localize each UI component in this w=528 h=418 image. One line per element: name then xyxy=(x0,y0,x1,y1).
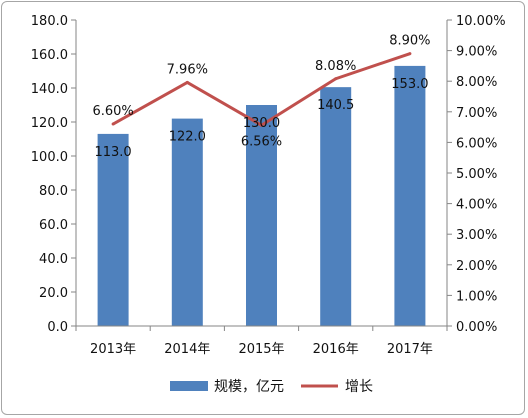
line-point xyxy=(185,80,189,84)
bar-series xyxy=(97,65,426,327)
category-label: 2015年 xyxy=(238,342,284,357)
line-value-label: 6.60% xyxy=(92,104,133,119)
line-point xyxy=(111,122,115,126)
bar-value-label: 130.0 xyxy=(243,116,280,131)
line-point xyxy=(408,52,412,56)
right-tick-label: 3.00% xyxy=(456,228,497,243)
axes xyxy=(75,20,448,331)
bar xyxy=(246,105,277,326)
left-tick-label: 60.0 xyxy=(39,218,68,233)
right-tick-label: 1.00% xyxy=(456,289,497,304)
line-value-label: 8.90% xyxy=(389,34,430,49)
legend-swatch-bar xyxy=(170,381,208,391)
legend-label-line: 增长 xyxy=(345,379,373,395)
category-label: 2013年 xyxy=(90,342,136,357)
right-axis-ticks: 0.00% 1.00% 2.00% 3.00% 4.00% 5.00% 6.00% 7.00%… xyxy=(447,14,506,335)
left-tick-label: 180.0 xyxy=(31,14,68,29)
legend-label-bar: 规模，亿元 xyxy=(214,379,284,395)
line-value-label: 7.96% xyxy=(167,62,208,77)
bar-value-label: 122.0 xyxy=(169,130,206,145)
right-tick-label: 8.00% xyxy=(456,75,497,90)
right-tick-label: 2.00% xyxy=(456,259,497,274)
line-point xyxy=(260,123,263,127)
right-tick-label: 10.00% xyxy=(456,14,506,29)
left-tick-label: 120.0 xyxy=(31,116,68,131)
line-value-label: 6.56% xyxy=(241,134,282,149)
left-tick-label: 160.0 xyxy=(31,48,68,63)
right-tick-label: 5.00% xyxy=(456,167,497,182)
left-tick-label: 20.0 xyxy=(39,286,68,301)
left-tick-label: 0.0 xyxy=(47,320,68,335)
bar xyxy=(97,133,129,326)
left-axis-ticks: 0.0 20.0 40.0 60.0 80.0 100.0 120.0 140.0 160.0 1… xyxy=(31,14,76,335)
right-tick-label: 9.00% xyxy=(456,45,497,60)
data-labels: 113.0 122.0 130.0 140.5 153.0 6.60% 7.96% 6.56%… xyxy=(92,34,430,160)
right-tick-label: 6.00% xyxy=(456,136,497,151)
bar xyxy=(171,118,203,326)
category-label: 2014年 xyxy=(164,342,210,357)
right-tick-label: 7.00% xyxy=(456,106,497,121)
left-tick-label: 40.0 xyxy=(39,252,68,267)
bar-value-label: 140.5 xyxy=(317,98,354,113)
line-point xyxy=(334,77,338,81)
category-label: 2017年 xyxy=(387,342,433,357)
legend: 规模，亿元 增长 xyxy=(170,379,373,395)
right-tick-label: 4.00% xyxy=(456,198,497,213)
left-tick-label: 80.0 xyxy=(39,184,68,199)
category-labels: 2013年 2014年 2015年 2016年 2017年 xyxy=(90,342,433,357)
line-series xyxy=(111,52,412,127)
bar-value-label: 153.0 xyxy=(391,77,428,92)
right-tick-label: 0.00% xyxy=(456,320,497,335)
category-label: 2016年 xyxy=(313,342,359,357)
bar xyxy=(394,65,426,327)
bar xyxy=(320,87,352,327)
line-value-label: 8.08% xyxy=(315,59,356,74)
left-tick-label: 100.0 xyxy=(31,150,68,165)
left-tick-label: 140.0 xyxy=(31,82,68,97)
bar-value-label: 113.0 xyxy=(94,145,131,160)
